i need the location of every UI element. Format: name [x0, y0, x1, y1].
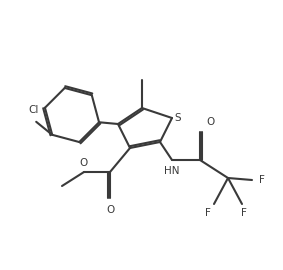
Text: O: O: [106, 205, 114, 215]
Text: F: F: [259, 175, 265, 185]
Text: F: F: [205, 208, 211, 218]
Text: Cl: Cl: [28, 105, 38, 115]
Text: F: F: [241, 208, 247, 218]
Text: S: S: [175, 113, 181, 123]
Text: O: O: [206, 117, 214, 127]
Text: O: O: [80, 158, 88, 168]
Text: HN: HN: [164, 166, 180, 176]
